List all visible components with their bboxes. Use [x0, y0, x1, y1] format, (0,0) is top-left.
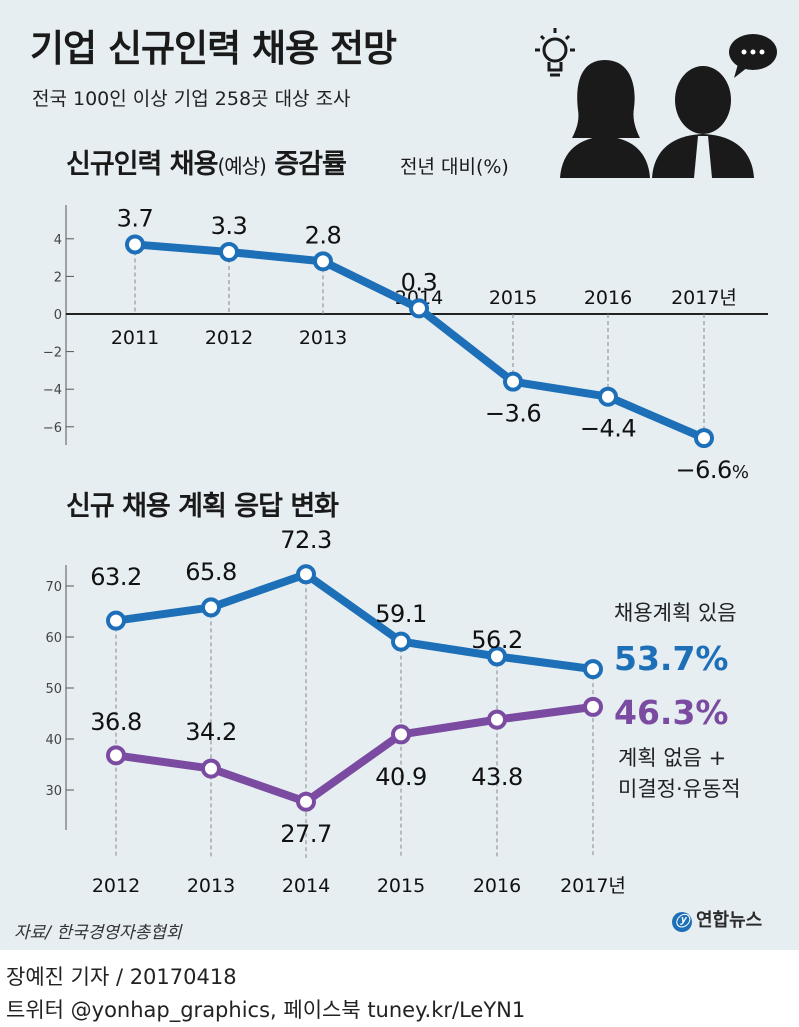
- chart2-label-has-plan: 59.1: [375, 600, 426, 628]
- yonhap-logo-text: 연합뉴스: [696, 910, 763, 931]
- chart2-point-no-plan: [296, 791, 316, 812]
- chart2-ytick-label: 40: [45, 733, 62, 748]
- chart1-ytick-label: 2: [54, 270, 62, 285]
- chart1-x-label: 2013: [299, 327, 347, 349]
- chart1-ytick-label: −6: [43, 421, 62, 436]
- chart2-point-has-plan: [201, 597, 221, 618]
- chart1-point: [503, 371, 523, 392]
- chart1-value-unit: %: [732, 462, 749, 480]
- chart1-title-tail: 증감률: [265, 149, 347, 180]
- chart2-ytick-label: 70: [45, 580, 62, 595]
- chart2-point-has-plan: [487, 646, 507, 667]
- chart1-value-label: −4.4: [580, 415, 636, 443]
- chart2-point-has-plan: [583, 659, 603, 680]
- yonhap-logo: ⓨ 연합뉴스: [672, 906, 762, 932]
- chart2-label-no-plan: 43.8: [471, 763, 522, 791]
- chart1-value-label: −6.6%: [676, 456, 749, 480]
- chart2-ytick-label: 30: [45, 784, 62, 799]
- chart2-plan-responses: 70 60 50 40 30 2012 2013 2014 2015 2016 2017년 63.2 6…: [45, 526, 741, 897]
- chart2-point-no-plan: [391, 724, 411, 745]
- speech-bubble-icon: [729, 34, 777, 78]
- chart2-point-has-plan: [296, 564, 316, 585]
- chart2-point-no-plan: [106, 745, 126, 766]
- chart1-value-label: −3.6: [485, 400, 541, 428]
- chart1-value-label: 0.3: [401, 268, 438, 296]
- chart2-label-no-plan: 27.7: [280, 820, 331, 848]
- chart1-ytick-label: 0: [54, 308, 62, 323]
- chart2-title: 신규 채용 계획 응답 변화: [66, 491, 339, 522]
- people-illustration: [535, 28, 777, 178]
- chart1-value-label: 3.7: [117, 204, 154, 232]
- source-note: 자료/ 한국경영자총협회: [14, 923, 182, 943]
- chart2-x-label: 2017년: [560, 875, 626, 897]
- chart2-label-no-plan: 40.9: [375, 763, 426, 791]
- legend-has-plan-name: 채용계획 있음: [614, 601, 737, 625]
- page-subtitle: 전국 100인 이상 기업 258곳 대상 조사: [32, 88, 351, 110]
- chart2-x-label: 2013: [187, 875, 235, 897]
- chart1-point: [219, 241, 239, 262]
- chart1-title-paren: (예상): [217, 154, 266, 178]
- page-title: 기업 신규인력 채용 전망: [30, 27, 397, 70]
- chart2-point-no-plan: [487, 709, 507, 730]
- chart2-ytick-label: 60: [45, 631, 62, 646]
- chart1-value-label: 2.8: [305, 221, 342, 249]
- chart2-point-no-plan: [583, 696, 603, 717]
- chart2-line-has-plan: [115, 570, 594, 674]
- yonhap-logo-mark: ⓨ: [672, 912, 692, 932]
- chart2-x-label: 2014: [282, 875, 330, 897]
- chart1-point: [313, 251, 333, 272]
- chart2-point-has-plan: [106, 610, 126, 631]
- chart2-label-no-plan: 36.8: [90, 708, 141, 736]
- legend-no-plan-name-line1: 계획 없음 +: [618, 746, 726, 770]
- chart2-x-label: 2015: [377, 875, 425, 897]
- chart2-label-has-plan: 72.3: [280, 526, 331, 554]
- woman-silhouette-icon: [560, 60, 650, 178]
- chart1-ytick-label: −4: [43, 383, 62, 398]
- chart2-point-has-plan: [391, 631, 411, 652]
- chart2-label-has-plan: 63.2: [90, 563, 141, 591]
- chart2-ytick-label: 50: [45, 682, 62, 697]
- chart2-x-label: 2012: [92, 875, 140, 897]
- chart1-point: [409, 298, 429, 319]
- chart1-x-label: 2017년: [671, 287, 737, 309]
- chart2-point-no-plan: [201, 758, 221, 779]
- chart2-line-no-plan: [115, 702, 594, 806]
- chart1-x-label: 2012: [205, 327, 253, 349]
- reporter-credit: 장예진 기자 / 20170418: [6, 965, 237, 989]
- chart1-x-label: 2015: [489, 287, 537, 309]
- chart1-unit: 전년 대비(%): [400, 156, 509, 178]
- chart1-point: [125, 234, 145, 255]
- chart2-label-no-plan: 34.2: [185, 718, 236, 746]
- social-links: 트위터 @yonhap_graphics, 페이스북 tuney.kr/LeYN…: [6, 998, 526, 1022]
- chart1-point: [598, 386, 618, 407]
- chart1-value-label: 3.3: [211, 212, 248, 240]
- chart2-label-has-plan: 56.2: [471, 626, 522, 654]
- legend-no-plan-name-line2: 미결정·유동적: [618, 777, 741, 801]
- legend-no-plan-value: 46.3%: [614, 693, 729, 732]
- legend-has-plan-value: 53.7%: [614, 639, 729, 678]
- chart1-title: 신규인력 채용(예상) 증감률: [66, 142, 347, 181]
- chart1-point: [694, 428, 714, 449]
- chart1-title-main: 신규인력 채용: [66, 149, 218, 180]
- chart1-ytick-label: 4: [54, 233, 62, 248]
- chart1-ytick-label: −2: [43, 346, 62, 361]
- chart1-x-label: 2016: [584, 287, 632, 309]
- lightbulb-icon: [535, 28, 575, 77]
- chart2-x-label: 2016: [473, 875, 521, 897]
- man-silhouette-icon: [652, 66, 754, 178]
- chart1-x-label: 2011: [111, 327, 159, 349]
- chart2-label-has-plan: 65.8: [185, 558, 236, 586]
